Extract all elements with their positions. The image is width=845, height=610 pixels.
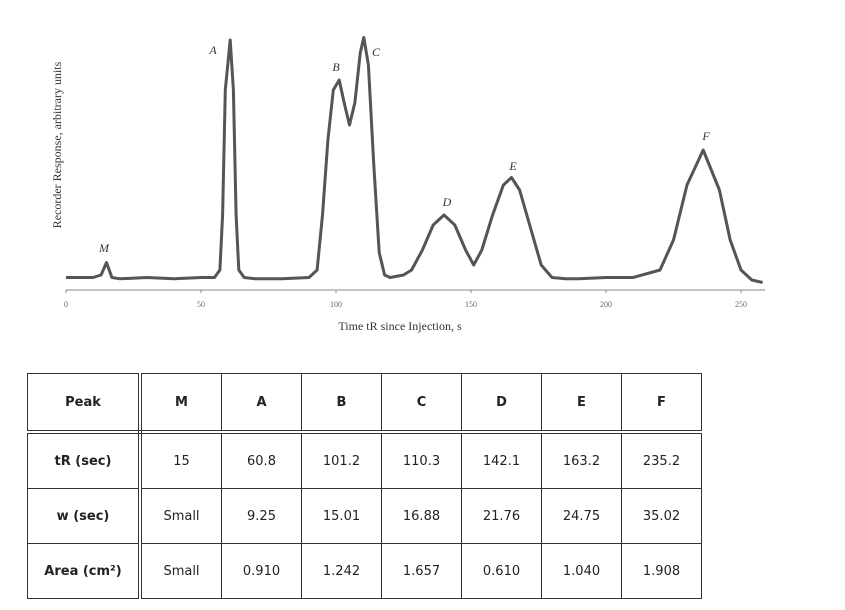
table-cell: 1.040 <box>541 543 622 599</box>
peak-label: M <box>98 241 110 255</box>
table-cell: D <box>461 373 542 434</box>
table-cell: Small <box>139 543 222 599</box>
table-cell: 35.02 <box>621 488 702 544</box>
table-cell: 60.8 <box>221 431 302 489</box>
row-label: Area (cm²) <box>27 543 142 599</box>
row-label: tR (sec) <box>27 431 142 489</box>
table-cell: 16.88 <box>381 488 462 544</box>
table-cell: 101.2 <box>301 431 382 489</box>
peak-label: A <box>208 43 217 57</box>
x-axis-label: Time tR since Injection, s <box>338 319 462 333</box>
peak-label: C <box>372 45 381 59</box>
x-tick-label: 150 <box>465 300 477 309</box>
table-cell: 21.76 <box>461 488 542 544</box>
row-label: w (sec) <box>27 488 142 544</box>
table-cell: F <box>621 373 702 434</box>
peak-label: E <box>508 159 517 173</box>
table-cell: 1.657 <box>381 543 462 599</box>
table-cell: A <box>221 373 302 434</box>
peak-label: F <box>701 129 710 143</box>
table-row: tR (sec) 15 60.8 101.2 110.3 142.1 163.2 235.2 <box>27 431 702 489</box>
table-row: Area (cm²) Small 0.910 1.242 1.657 0.610 1.040… <box>27 543 702 599</box>
signal-line <box>66 36 763 284</box>
table-cell: B <box>301 373 382 434</box>
table-row: w (sec) Small 9.25 15.01 16.88 21.76 24.75 35.0… <box>27 488 702 544</box>
table-cell: 24.75 <box>541 488 622 544</box>
table-cell: M <box>139 373 222 434</box>
table-row: Peak M A B C D E F <box>27 373 702 434</box>
chart: Recorder Response, arbitrary units Time … <box>50 36 765 333</box>
x-tick-label: 250 <box>735 300 747 309</box>
peak-label: B <box>332 60 340 74</box>
table-cell: 163.2 <box>541 431 622 489</box>
table-cell: 1.908 <box>621 543 702 599</box>
table-cell: 0.910 <box>221 543 302 599</box>
row-label: Peak <box>27 373 142 434</box>
x-tick-label: 200 <box>600 300 612 309</box>
table-cell: 15 <box>139 431 222 489</box>
table-cell: Small <box>139 488 222 544</box>
table-cell: E <box>541 373 622 434</box>
table-cell: 0.610 <box>461 543 542 599</box>
table-cell: 15.01 <box>301 488 382 544</box>
table-cell: 9.25 <box>221 488 302 544</box>
table-cell: 142.1 <box>461 431 542 489</box>
table-cell: 110.3 <box>381 431 462 489</box>
x-tick-label: 50 <box>197 300 205 309</box>
x-tick-label: 100 <box>330 300 342 309</box>
table-cell: 235.2 <box>621 431 702 489</box>
table-cell: C <box>381 373 462 434</box>
y-axis-label: Recorder Response, arbitrary units <box>50 61 64 228</box>
table-cell: 1.242 <box>301 543 382 599</box>
x-tick-label: 0 <box>64 300 68 309</box>
peak-label: D <box>442 195 452 209</box>
